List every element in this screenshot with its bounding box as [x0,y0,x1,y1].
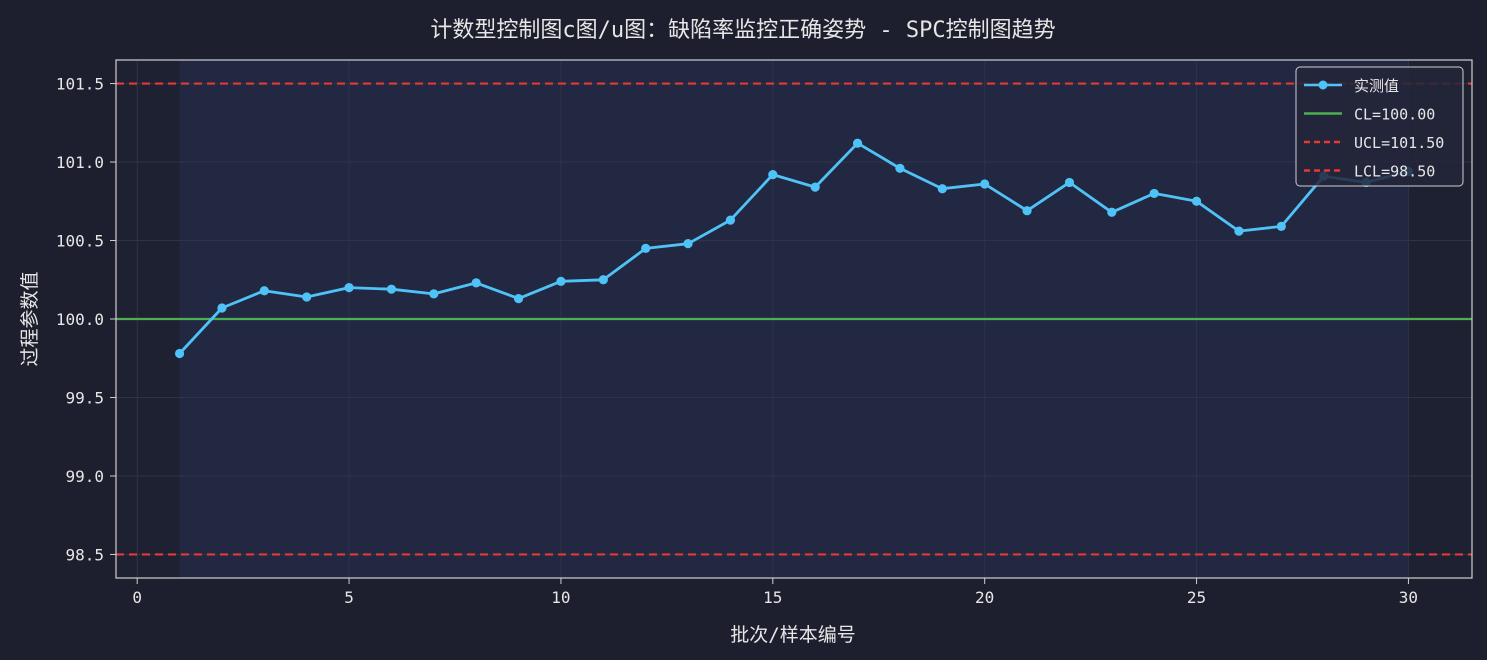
x-tick-label: 0 [132,588,142,607]
x-tick-label: 25 [1187,588,1206,607]
data-point [1064,177,1075,188]
data-point [217,303,227,313]
y-tick-label: 98.5 [65,545,104,564]
data-point [174,348,185,359]
x-tick-label: 30 [1399,588,1418,607]
data-point [471,278,481,288]
data-point [1234,226,1244,236]
data-point [429,289,439,299]
series-line-measured [178,141,1409,355]
data-point [386,284,397,294]
y-axis-label: 过程参数值 [19,271,41,366]
data-point [344,283,354,293]
legend-label: 实测值 [1354,77,1399,95]
legend-label: LCL=98.50 [1354,163,1435,181]
y-tick-label: 100.0 [56,310,104,329]
data-point [556,276,566,286]
y-tick-label: 101.0 [56,153,104,172]
x-tick-label: 15 [763,588,782,607]
x-tick-label: 10 [551,588,570,607]
data-point [725,215,736,225]
legend-label: UCL=101.50 [1354,134,1444,152]
data-point [1149,188,1159,199]
data-point [302,292,312,302]
data-point [598,275,608,285]
data-point [1276,221,1286,231]
plot-area: 0 5 10 15 20 25 30 98.5 99.0 99.5 100.0 100.5 101.0 1… [56,59,1473,607]
data-point [852,138,863,148]
data-point [937,184,947,194]
data-point [1107,207,1117,217]
y-tick-label: 100.5 [56,232,104,251]
data-point [980,179,990,189]
data-point [768,169,778,180]
x-tick-label: 20 [975,588,994,607]
legend-box [1295,66,1464,187]
data-point [1022,206,1032,216]
data-point [641,243,651,253]
y-tick-label: 99.0 [65,467,104,486]
x-tick-label: 5 [344,588,354,607]
y-tick-label: 99.5 [65,388,104,407]
legend-label: CL=100.00 [1354,106,1435,124]
data-point [895,163,905,173]
data-point [810,182,820,192]
data-point [1191,196,1202,206]
data-point [683,239,693,249]
legend: 实测值 CL=100.00 UCL=101.50 LCL=98.50 [1295,66,1464,187]
legend-marker-sample [1318,80,1328,90]
data-point [259,286,269,296]
x-axis-label: 批次/样本编号 [730,624,855,646]
chart-title: 计数型控制图c图/u图：缺陷率监控正确姿势 - SPC控制图趋势 [430,18,1055,43]
y-tick-label: 101.5 [56,75,104,94]
data-point [513,293,524,304]
